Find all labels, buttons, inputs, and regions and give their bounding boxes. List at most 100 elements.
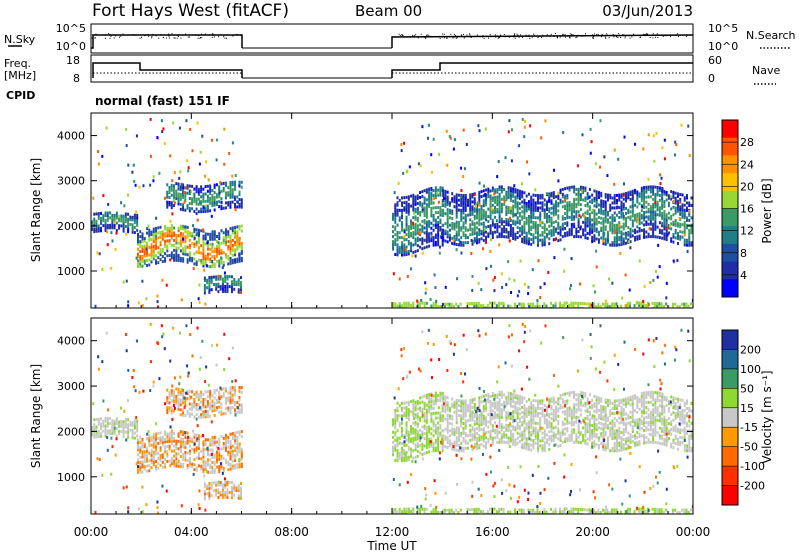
- power-cell: [508, 239, 511, 243]
- power-cell: [654, 235, 657, 239]
- power-cell: [238, 193, 241, 197]
- nsky-dot: [217, 34, 219, 36]
- power-cell: [211, 230, 214, 234]
- power-cell: [570, 210, 573, 214]
- velocity-cell: [410, 454, 413, 458]
- power-cell: [577, 195, 580, 199]
- velocity-cell: [170, 459, 173, 463]
- power-cell: [609, 208, 612, 212]
- power-cell: [448, 228, 451, 232]
- power-cell: [451, 241, 454, 245]
- power-cell: [234, 248, 237, 252]
- velocity-cell: [412, 411, 415, 415]
- velocity-cell: [229, 467, 232, 471]
- power-cell: [510, 291, 513, 295]
- power-cell: [674, 201, 677, 205]
- power-cell: [478, 220, 481, 224]
- velocity-cell: [146, 437, 149, 441]
- power-cell: [652, 185, 655, 189]
- power-cell: [525, 206, 528, 210]
- power-cell: [503, 199, 506, 203]
- power-cell: [663, 192, 666, 196]
- velocity-cell: [403, 414, 406, 418]
- power-cell: [498, 243, 501, 247]
- nsky-dot: [489, 34, 491, 36]
- velocity-cell: [111, 419, 114, 423]
- velocity-cell: [146, 449, 149, 453]
- power-cell: [609, 221, 612, 225]
- power-cell: [202, 195, 205, 199]
- velocity-cell: [195, 456, 198, 460]
- power-cell: [613, 218, 616, 222]
- velocity-cell: [229, 447, 232, 451]
- power-cell: [231, 246, 234, 250]
- velocity-cell: [419, 416, 422, 420]
- power-cell: [446, 195, 449, 199]
- power-cell: [464, 226, 467, 230]
- velocity-cell: [239, 489, 242, 493]
- power-cell: [568, 186, 571, 190]
- velocity-cell: [430, 417, 433, 421]
- power-cell: [507, 186, 510, 190]
- power-cell: [444, 285, 447, 289]
- power-cell: [168, 200, 171, 204]
- power-cell: [195, 187, 198, 191]
- power-cell: [405, 220, 408, 224]
- power-cell: [636, 230, 639, 234]
- velocity-cell: [186, 409, 189, 413]
- power-cell: [634, 236, 637, 240]
- power-cell: [414, 250, 417, 254]
- power-cell: [104, 211, 107, 215]
- power-cell: [109, 226, 112, 230]
- velocity-cell: [396, 454, 399, 458]
- power-cell: [149, 154, 152, 158]
- power-cell: [451, 226, 454, 230]
- velocity-cell: [446, 428, 449, 432]
- power-cell: [208, 288, 211, 292]
- power-cell: [595, 222, 598, 226]
- velocity-cell: [425, 446, 428, 450]
- power-cell: [634, 238, 637, 242]
- power-cell: [139, 245, 142, 249]
- power-cell: [146, 254, 149, 258]
- velocity-cell: [115, 417, 118, 421]
- velocity-cell: [209, 440, 212, 444]
- power-cell: [600, 216, 603, 220]
- velocity-cell: [434, 446, 437, 450]
- power-cell: [482, 201, 485, 205]
- velocity-cell: [177, 459, 180, 463]
- velocity-cell: [91, 425, 93, 429]
- power-cell: [187, 169, 190, 173]
- power-cell: [636, 193, 639, 197]
- power-cell: [594, 162, 597, 166]
- power-cell: [186, 159, 189, 163]
- velocity-cell: [184, 445, 187, 449]
- power-cell: [602, 219, 605, 223]
- nsky-dot: [134, 34, 136, 36]
- power-cell: [445, 129, 448, 133]
- power-cell: [421, 190, 424, 194]
- power-cell: [115, 216, 118, 220]
- velocity-cell: [434, 394, 437, 398]
- power-cell: [631, 189, 634, 193]
- velocity-cell: [412, 436, 415, 440]
- power-cell: [660, 302, 663, 306]
- power-cell: [392, 217, 394, 221]
- power-cell: [519, 259, 522, 263]
- power-cell: [218, 205, 221, 209]
- power-cell: [543, 302, 546, 306]
- power-cell: [106, 230, 109, 234]
- power-cell: [234, 260, 237, 264]
- power-cell: [118, 216, 121, 220]
- power-cell: [469, 203, 472, 207]
- power-cell: [157, 246, 160, 250]
- power-cell: [539, 216, 542, 220]
- power-cell: [566, 221, 569, 225]
- velocity-cell: [179, 465, 182, 469]
- power-cell: [396, 208, 399, 212]
- power-cell: [434, 196, 437, 200]
- velocity-cell: [457, 431, 460, 435]
- power-cell: [570, 284, 573, 288]
- power-cell: [597, 210, 600, 214]
- power-cell: [629, 306, 632, 308]
